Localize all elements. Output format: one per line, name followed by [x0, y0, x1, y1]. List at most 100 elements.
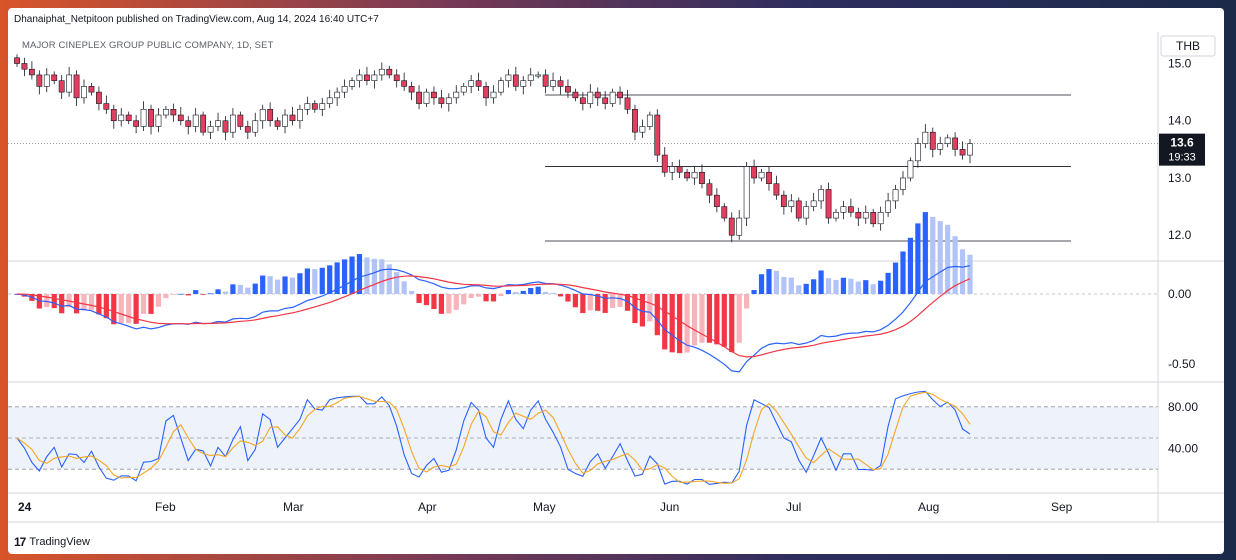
macd-histogram-bar	[59, 294, 65, 314]
price-chart[interactable]: THB 15.0 14.0 13.0 12.0 13.6 19:33 0.00 -0.50 80…	[8, 8, 1224, 554]
macd-tick-label: -0.50	[1168, 357, 1196, 371]
candle-body	[334, 91, 341, 99]
candle-body	[855, 212, 862, 219]
candle-body	[252, 120, 259, 133]
candle-body	[713, 194, 720, 207]
candle-body	[468, 80, 475, 87]
macd-histogram-bar	[803, 283, 809, 294]
candle-body	[676, 166, 683, 173]
macd-histogram-bar	[855, 281, 861, 294]
macd-histogram-bar	[721, 294, 727, 347]
candle-body	[617, 91, 623, 99]
macd-histogram-bar	[959, 249, 966, 294]
candle-body	[892, 189, 899, 202]
price-tick-label: 14.0	[1168, 114, 1192, 128]
macd-histogram-bar	[773, 270, 780, 294]
candle-body	[341, 86, 348, 93]
macd-histogram-bar	[825, 278, 832, 294]
macd-histogram-bar	[304, 268, 310, 294]
candle-body	[230, 114, 236, 133]
candle-body	[870, 212, 877, 225]
candle-body	[371, 74, 378, 81]
macd-histogram-bar	[863, 280, 869, 294]
candle-body	[177, 114, 184, 122]
price-tick-label: 15.0	[1168, 56, 1192, 70]
tradingview-footer[interactable]: 17 TradingView	[14, 535, 90, 549]
macd-histogram-bar	[610, 294, 616, 308]
candle-body	[200, 114, 207, 133]
candle-body	[885, 200, 892, 213]
macd-histogram-bar	[922, 212, 928, 294]
candle-body	[43, 74, 50, 87]
currency-box[interactable]	[1160, 35, 1216, 57]
candle-body	[587, 91, 594, 104]
candle-body	[319, 103, 326, 110]
x-tick-label: Sep	[1051, 500, 1073, 514]
candle-body	[267, 108, 274, 122]
macd-histogram-bar	[833, 279, 839, 294]
candle-body	[148, 108, 154, 127]
macd-histogram-bar	[51, 294, 57, 309]
macd-histogram-bar	[617, 294, 623, 307]
macd-histogram-bar	[379, 259, 385, 294]
macd-histogram-bar	[394, 272, 400, 294]
candle-body	[259, 108, 266, 122]
candle-body	[736, 217, 743, 236]
candle-body	[274, 120, 281, 127]
macd-tick-label: 0.00	[1168, 287, 1192, 301]
tradingview-logo-icon: 17	[14, 535, 26, 549]
candle-body	[282, 114, 288, 127]
macd-histogram-bar	[662, 294, 668, 350]
x-tick-label: Jul	[786, 500, 801, 514]
macd-histogram-bar	[818, 270, 824, 294]
macd-histogram-bar	[624, 294, 631, 311]
macd-histogram-bar	[245, 287, 251, 294]
macd-histogram-bar	[535, 286, 541, 294]
candle-body	[297, 108, 303, 122]
candle-body	[81, 86, 87, 99]
candle-body	[557, 80, 564, 87]
candle-body	[624, 97, 631, 110]
macd-histogram-bar	[937, 221, 943, 294]
macd-histogram-bar	[565, 294, 571, 302]
macd-histogram-bar	[401, 281, 407, 294]
candle-body	[706, 183, 713, 196]
stoch-tick-label: 80.00	[1168, 400, 1198, 414]
candle-body	[140, 108, 147, 127]
candle-body	[602, 97, 609, 104]
macd-histogram-bar	[483, 294, 489, 302]
candle-body	[311, 103, 318, 110]
macd-histogram-bar	[215, 289, 221, 294]
candle-body	[929, 131, 936, 150]
stoch-d-line	[16, 391, 971, 484]
macd-histogram-bar	[267, 276, 273, 294]
candle-body	[170, 108, 177, 116]
candle-body	[453, 91, 460, 99]
macd-histogram-bar	[423, 294, 430, 306]
candle-body	[952, 137, 959, 150]
macd-histogram-bar	[952, 236, 958, 294]
candle-body	[691, 171, 698, 179]
price-tick-label: 13.0	[1168, 171, 1192, 185]
macd-histogram-bar	[557, 294, 564, 297]
candle-body	[66, 74, 73, 93]
macd-histogram-bar	[408, 290, 415, 294]
candle-body	[959, 149, 966, 156]
macd-histogram-bar	[744, 294, 750, 309]
candle-body	[766, 171, 772, 185]
macd-histogram-bar	[766, 269, 772, 294]
macd-histogram-bar	[73, 294, 80, 314]
candle-body	[401, 80, 408, 87]
macd-histogram-bar	[148, 294, 154, 314]
macd-histogram-bar	[341, 259, 348, 294]
macd-histogram-bar	[543, 291, 549, 294]
macd-histogram-bar	[490, 294, 497, 302]
macd-histogram-bar	[282, 276, 288, 294]
candle-body	[364, 74, 370, 81]
candle-body	[654, 114, 661, 156]
x-tick-label: May	[533, 500, 556, 514]
candle-body	[646, 114, 653, 127]
candle-body	[512, 74, 519, 87]
macd-histogram-bar	[595, 294, 601, 311]
macd-histogram-bar	[639, 294, 646, 327]
